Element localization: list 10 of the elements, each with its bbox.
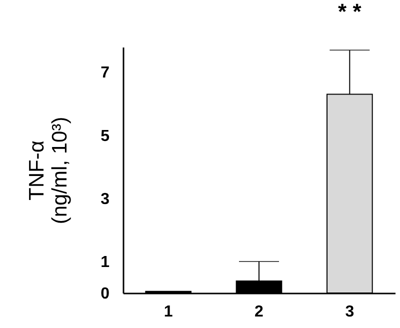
x-tick-label: 3	[345, 304, 354, 320]
y-tick-label: 5	[100, 128, 110, 145]
x-tick-label: 1	[164, 304, 173, 320]
x-tick-label: 2	[254, 304, 264, 320]
y-tick-label: 7	[100, 64, 110, 82]
annotation: * *	[338, 0, 362, 24]
y-axis-title: TNF-α (ng/ml, 10³)	[26, 116, 72, 224]
y-tick-label: 0	[100, 286, 110, 302]
y-tick-label: 1	[100, 254, 110, 271]
y-tick-label: 3	[100, 190, 110, 208]
